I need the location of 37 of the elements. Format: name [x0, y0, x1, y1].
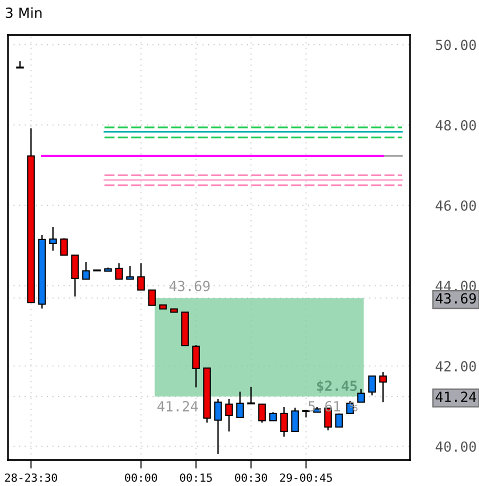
y-tick-label: 48.00	[436, 120, 476, 130]
candlestick	[82, 261, 90, 280]
candlestick	[126, 265, 134, 280]
candlestick	[115, 262, 123, 280]
candlestick	[192, 344, 200, 388]
candlestick	[49, 226, 57, 252]
candlestick	[258, 403, 266, 424]
x-tick-label: 00:15	[180, 473, 212, 482]
candlestick	[291, 407, 299, 432]
candlestick	[137, 262, 145, 291]
candlestick	[368, 375, 376, 396]
annotation: $2.45	[317, 380, 357, 393]
candlestick	[335, 412, 343, 428]
candlestick	[214, 398, 222, 455]
y-tick-label: 50.00	[436, 40, 476, 50]
candlestick	[236, 391, 244, 418]
candlestick	[71, 254, 79, 298]
chart-title: 3 Min	[6, 7, 42, 18]
x-tick-label: 29-00:45	[280, 473, 332, 482]
candlestick	[379, 371, 387, 403]
annotation: 5.61 %	[308, 401, 358, 412]
annotation: 41.24	[157, 401, 198, 412]
x-tick-label: 00:00	[125, 473, 158, 482]
candlestick	[225, 398, 233, 432]
x-tick-label: 28-23:30	[5, 473, 58, 482]
candlestick	[280, 406, 288, 438]
candlestick	[357, 388, 365, 403]
y-tick-label: 46.00	[436, 200, 476, 211]
x-tick-label: 00:30	[235, 473, 268, 482]
y-tick-label: 41.24	[436, 392, 476, 402]
y-tick-label: 40.00	[436, 441, 476, 452]
annotation: 43.69	[169, 280, 210, 292]
candlestick	[148, 290, 156, 306]
candlestick	[247, 386, 255, 404]
candlestick	[60, 238, 68, 256]
y-tick-label: 42.00	[436, 361, 476, 372]
y-tick-label: 43.69	[436, 293, 476, 304]
